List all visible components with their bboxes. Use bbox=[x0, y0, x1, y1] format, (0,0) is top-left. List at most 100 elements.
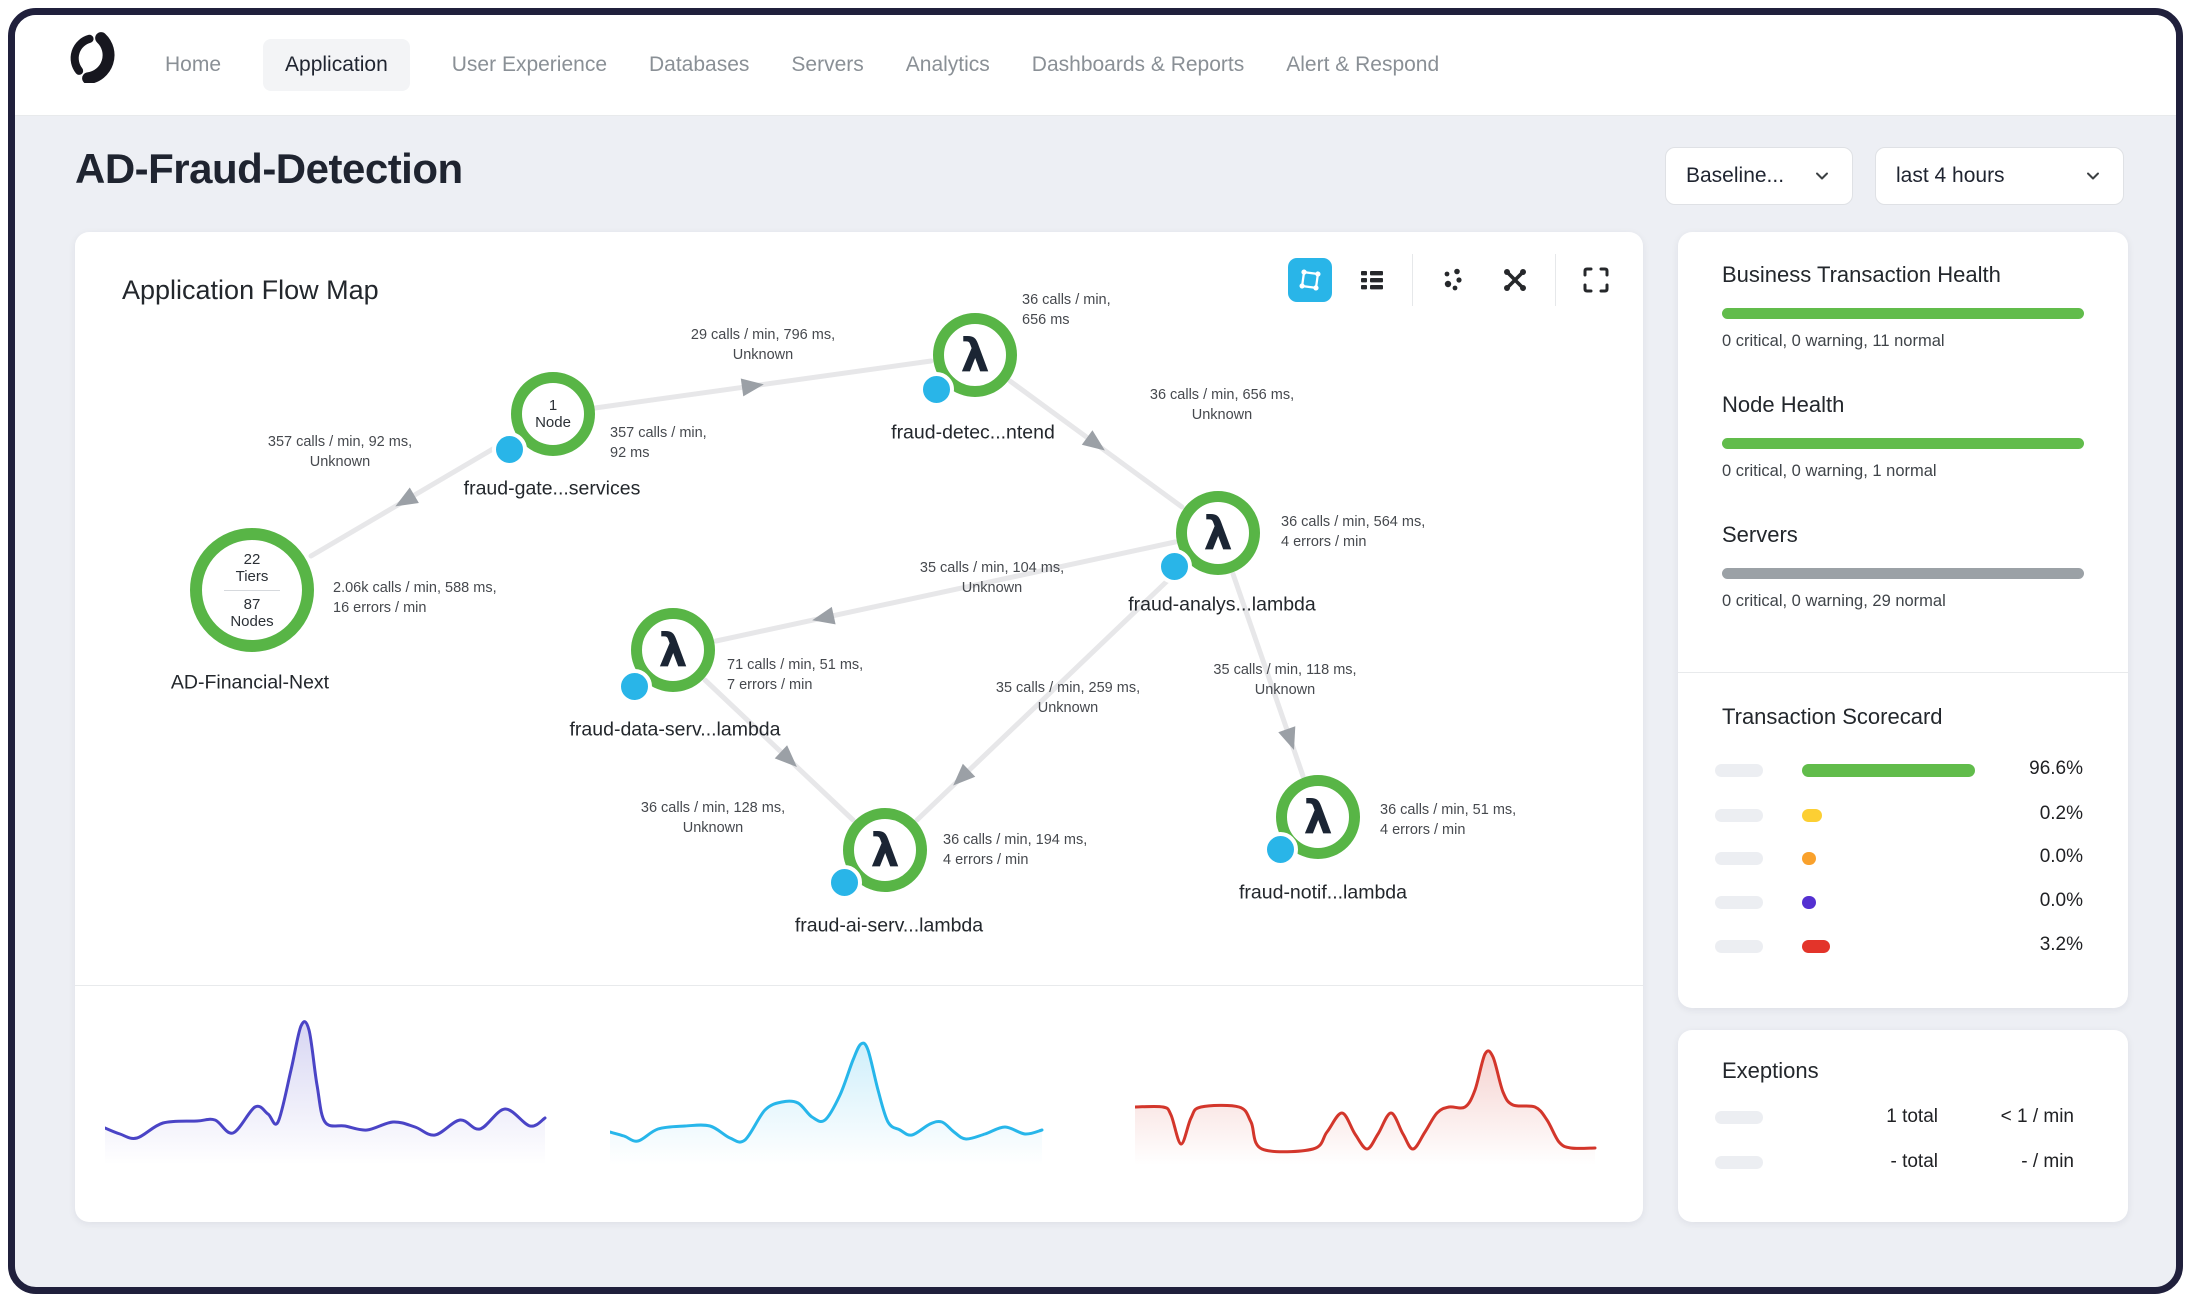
flow-node-metrics: 36 calls / min, 564 ms, 4 errors / min bbox=[1281, 514, 1426, 550]
nav-item-servers[interactable]: Servers bbox=[791, 53, 864, 76]
fullscreen-button[interactable] bbox=[1574, 258, 1618, 302]
sparkline-chart-blue bbox=[103, 1010, 575, 1170]
ghost-pill bbox=[1715, 809, 1763, 822]
list-view-button[interactable] bbox=[1350, 258, 1394, 302]
node-exit-dot[interactable] bbox=[918, 371, 954, 407]
scatter-view-button[interactable] bbox=[1431, 258, 1475, 302]
toolbar-separator bbox=[1412, 254, 1413, 306]
exceptions-row: - total - / min bbox=[1678, 1151, 2128, 1175]
exceptions-total: - total bbox=[1890, 1151, 1938, 1172]
nav-item-user-experience[interactable]: User Experience bbox=[451, 53, 607, 76]
scorecard-value: 96.6% bbox=[2029, 758, 2083, 779]
connections-view-button[interactable] bbox=[1493, 258, 1537, 302]
list-view-icon bbox=[1361, 271, 1383, 290]
chevron-down-icon bbox=[2087, 172, 2099, 180]
node-exit-dot[interactable] bbox=[1262, 831, 1298, 867]
flow-edge-arrow-icon bbox=[1081, 430, 1105, 451]
health-status-text: 0 critical, 0 warning, 11 normal bbox=[1722, 332, 1945, 350]
health-bar bbox=[1722, 438, 2084, 449]
flow-node-metrics: 357 calls / min, 92 ms bbox=[610, 425, 707, 461]
nav-item-analytics[interactable]: Analytics bbox=[905, 53, 990, 76]
scorecard-status-pill bbox=[1802, 852, 1816, 865]
sparkline-line bbox=[103, 1020, 547, 1140]
nav-item-alert-respond[interactable]: Alert & Respond bbox=[1286, 53, 1440, 76]
time-range-dropdown-value: last 4 hours bbox=[1896, 164, 2005, 187]
flow-node-fraud-analys[interactable]: λ bbox=[1176, 491, 1260, 575]
nav-items: Home Application User Experience Databases S… bbox=[165, 15, 1439, 115]
section-title: Business Transaction Health bbox=[1722, 262, 2001, 287]
sparkline-line bbox=[608, 1041, 1044, 1144]
appdynamics-logo-icon[interactable] bbox=[65, 31, 117, 83]
scorecard-status-pill bbox=[1802, 896, 1816, 909]
flow-node-metrics: 71 calls / min, 51 ms, 7 errors / min bbox=[727, 657, 864, 693]
ghost-pill bbox=[1715, 940, 1763, 953]
flow-node-metrics: 36 calls / min, 656 ms bbox=[1022, 292, 1111, 328]
flow-edge-label: 35 calls / min, 104 ms, Unknown bbox=[919, 560, 1065, 596]
node-exit-dot[interactable] bbox=[1156, 548, 1192, 584]
ghost-pill bbox=[1715, 764, 1763, 777]
lambda-icon: λ bbox=[1303, 790, 1333, 844]
flow-edge-arrow-icon bbox=[1278, 726, 1296, 751]
nav-item-dashboards-reports[interactable]: Dashboards & Reports bbox=[1031, 53, 1245, 76]
sparkline-line bbox=[1133, 1049, 1597, 1154]
lambda-icon: λ bbox=[870, 823, 900, 877]
scorecard-status-pill bbox=[1802, 940, 1830, 953]
ghost-pill bbox=[1715, 896, 1763, 909]
sparkline-area bbox=[1135, 1050, 1595, 1165]
connections-view-icon bbox=[1504, 269, 1526, 291]
flow-edge-arrow-icon bbox=[395, 487, 419, 507]
page-title: AD-Fraud-Detection bbox=[75, 145, 463, 192]
card-divider bbox=[75, 985, 1643, 986]
exceptions-rate: - / min bbox=[2021, 1151, 2074, 1172]
transaction-scorecard-title: Transaction Scorecard bbox=[1722, 704, 1943, 729]
node-exit-dot[interactable] bbox=[491, 431, 527, 467]
nav-item-databases[interactable]: Databases bbox=[649, 53, 750, 76]
flow-edge bbox=[592, 358, 934, 411]
flow-map-title: Application Flow Map bbox=[122, 275, 379, 305]
flow-node-label: fraud-analys...lambda bbox=[1128, 593, 1316, 616]
sparkline-area bbox=[610, 1043, 1042, 1165]
node-exit-dot[interactable] bbox=[616, 668, 652, 704]
flow-edge-arrow-icon bbox=[953, 763, 976, 786]
nav-item-application[interactable]: Application bbox=[263, 39, 410, 91]
app-node-summary: 22 Tiers 87 Nodes bbox=[224, 551, 280, 630]
flow-node-metrics: 2.06k calls / min, 588 ms, 16 errors / m… bbox=[333, 580, 497, 616]
flow-map-view-button[interactable] bbox=[1288, 258, 1332, 302]
flow-node-metrics: 36 calls / min, 194 ms, 4 errors / min bbox=[943, 832, 1088, 868]
node-exit-dot[interactable] bbox=[826, 864, 862, 900]
scorecard-status-pill bbox=[1802, 764, 1975, 777]
health-bar bbox=[1722, 568, 2084, 579]
scorecard-row: 3.2% bbox=[1678, 934, 2128, 958]
flow-node-fraud-detec[interactable]: λ bbox=[933, 313, 1017, 397]
exceptions-row: 1 total < 1 / min bbox=[1678, 1106, 2128, 1130]
flow-edge-label: 357 calls / min, 92 ms, Unknown bbox=[267, 434, 413, 470]
sidebar-divider bbox=[1678, 672, 2128, 673]
section-title: Servers bbox=[1722, 522, 1798, 547]
section-title: Node Health bbox=[1722, 392, 1845, 417]
flow-edge-arrow-icon bbox=[774, 745, 797, 767]
scorecard-row: 0.0% bbox=[1678, 890, 2128, 914]
top-navbar: Home Application User Experience Databases S… bbox=[15, 15, 2176, 116]
sparkline-chart-cyan bbox=[608, 1010, 1090, 1170]
flow-node-label: fraud-notif...lambda bbox=[1238, 881, 1408, 904]
flow-map-view-icon bbox=[1299, 269, 1321, 291]
toolbar-separator bbox=[1555, 254, 1556, 306]
time-range-dropdown[interactable]: last 4 hours bbox=[1875, 147, 2124, 205]
node-count-text: 1 Node bbox=[535, 397, 571, 431]
scorecard-row: 0.0% bbox=[1678, 846, 2128, 870]
flow-node-ad-financial-next[interactable]: 22 Tiers 87 Nodes bbox=[190, 528, 314, 652]
flow-edge-label: 29 calls / min, 796 ms, Unknown bbox=[690, 327, 836, 363]
lambda-icon: λ bbox=[1203, 506, 1233, 560]
scorecard-value: 0.0% bbox=[2039, 890, 2083, 911]
flow-edge-arrow-icon bbox=[740, 378, 764, 397]
flow-edge-arrow-icon bbox=[812, 606, 836, 625]
nav-item-home[interactable]: Home bbox=[165, 53, 222, 76]
exceptions-card: Exeptions 1 total < 1 / min - total - / … bbox=[1678, 1030, 2128, 1222]
ghost-pill bbox=[1715, 852, 1763, 865]
exceptions-rate: < 1 / min bbox=[2000, 1106, 2074, 1127]
flow-edge-label: 35 calls / min, 118 ms, Unknown bbox=[1213, 662, 1357, 698]
flow-map-toolbar bbox=[1288, 254, 1618, 306]
baseline-dropdown[interactable]: Baseline... bbox=[1665, 147, 1853, 205]
ghost-pill bbox=[1715, 1156, 1763, 1169]
node-health-section: Node Health 0 critical, 0 warning, 1 nor… bbox=[1722, 392, 2084, 481]
